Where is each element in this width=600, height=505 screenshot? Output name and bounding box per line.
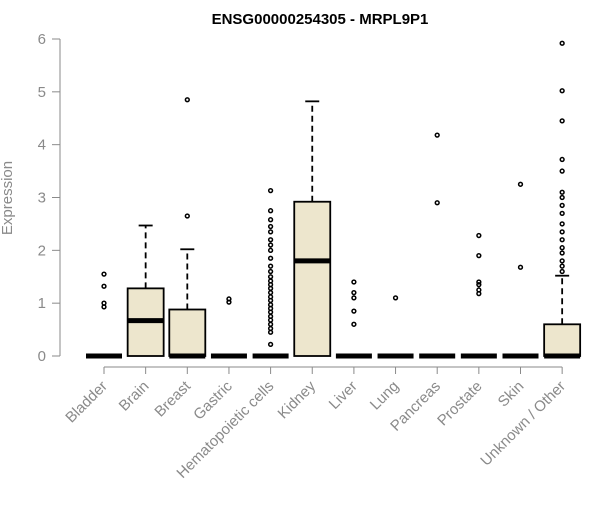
outlier-point <box>434 200 440 206</box>
x-tick-label: Bladder <box>62 378 111 427</box>
outlier-point <box>101 271 107 277</box>
outlier-point <box>559 250 565 256</box>
outlier-point <box>559 210 565 217</box>
outlier-point <box>517 264 524 270</box>
box-brain <box>126 224 165 357</box>
box-breast <box>168 97 207 359</box>
outlier-point <box>351 308 357 314</box>
outlier-point <box>267 208 274 214</box>
outlier-point <box>101 283 107 289</box>
y-tick-label: 2 <box>38 242 46 259</box>
outlier-point <box>267 268 274 275</box>
box-prostate <box>460 232 497 359</box>
box-lung <box>377 295 414 359</box>
box-hematopoietic-cells <box>252 187 289 359</box>
outlier-point <box>559 168 565 174</box>
outlier-point <box>267 242 274 248</box>
y-tick-label: 3 <box>38 190 46 207</box>
box-bladder <box>86 271 122 359</box>
outlier-point <box>101 300 107 306</box>
outlier-point <box>476 232 482 239</box>
outlier-point <box>351 295 357 301</box>
outlier-point <box>476 279 482 285</box>
outlier-point <box>267 302 274 308</box>
outlier-point <box>559 221 565 227</box>
outlier-point <box>267 187 274 194</box>
outlier-point <box>476 282 482 288</box>
x-tick-label: Lung <box>367 378 403 414</box>
outlier-point <box>267 217 274 223</box>
box-pancreas <box>419 132 456 359</box>
outlier-point <box>476 287 482 293</box>
y-tick-label: 0 <box>38 348 46 365</box>
x-tick-label: Prostate <box>434 378 486 430</box>
outlier-point <box>559 268 565 275</box>
outlier-point <box>392 295 399 301</box>
outlier-point <box>267 263 274 269</box>
box-unknown-other <box>543 40 582 359</box>
box-body <box>168 308 207 357</box>
outlier-point <box>559 245 565 251</box>
outlier-point <box>267 289 274 296</box>
y-tick-label: 4 <box>38 137 46 154</box>
x-tick-label: Brain <box>116 378 153 415</box>
outlier-point <box>267 237 274 243</box>
outlier-point <box>351 279 357 285</box>
outlier-point <box>267 255 274 261</box>
outlier-point <box>434 132 440 138</box>
y-tick-label: 6 <box>38 31 46 48</box>
outlier-point <box>559 118 565 124</box>
outlier-point <box>184 97 190 103</box>
outlier-point <box>267 313 274 320</box>
outlier-point <box>267 247 274 253</box>
y-tick-label: 5 <box>38 84 46 101</box>
y-axis-label: Expression <box>0 161 16 235</box>
outlier-point <box>267 278 274 284</box>
outlier-point <box>559 202 565 209</box>
outlier-point <box>559 237 565 243</box>
x-tick-label: Kidney <box>275 377 320 422</box>
box-body <box>543 323 582 357</box>
outlier-point <box>267 223 274 230</box>
box-gastric <box>210 296 247 359</box>
outlier-point <box>351 321 357 327</box>
outlier-point <box>184 213 190 219</box>
outlier-point <box>226 296 232 302</box>
outlier-point <box>267 325 274 332</box>
outlier-point <box>559 194 565 201</box>
outlier-point <box>267 321 274 327</box>
y-axis: 0 1 2 3 4 5 6 <box>38 31 61 365</box>
outlier-point <box>559 189 565 195</box>
y-tick-label: 1 <box>38 295 46 312</box>
box-body <box>293 200 332 357</box>
outlier-point <box>559 258 565 264</box>
outlier-point <box>559 156 565 163</box>
outlier-point <box>267 294 274 300</box>
outlier-point <box>267 341 274 348</box>
outlier-point <box>559 263 565 269</box>
chart-title: ENSG00000254305 - MRPL9P1 <box>212 11 429 28</box>
box-kidney <box>293 100 332 357</box>
outlier-point <box>517 181 524 187</box>
outlier-point <box>267 274 274 280</box>
x-tick-label: Liver <box>326 378 361 413</box>
outlier-point <box>559 40 565 46</box>
box-skin <box>502 181 539 359</box>
box-liver <box>335 279 372 359</box>
outlier-point <box>267 229 274 235</box>
boxes-group <box>86 40 582 359</box>
x-tick-label: Breast <box>151 377 194 420</box>
outlier-point <box>559 229 565 235</box>
outlier-point <box>476 252 482 259</box>
x-tick-label: Skin <box>495 378 528 411</box>
outlier-point <box>351 289 357 296</box>
outlier-point <box>559 88 565 94</box>
